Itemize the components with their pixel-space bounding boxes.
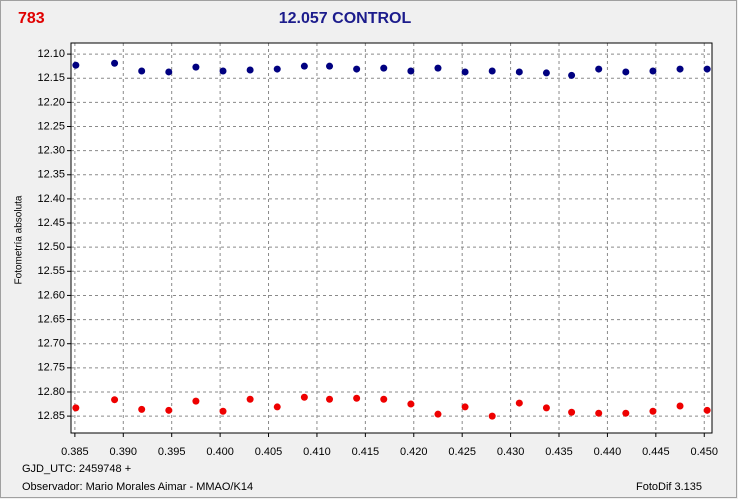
y-tick-label: 12.35	[37, 169, 65, 181]
chart-title: 12.057 CONTROL	[279, 10, 412, 27]
y-tick-label: 12.70	[37, 338, 65, 350]
tag: 783	[18, 10, 45, 27]
x-tick-label: 0.450	[690, 446, 718, 458]
data-point	[676, 402, 684, 410]
y-tick-label: 12.45	[37, 217, 65, 229]
x-tick-label: 0.445	[642, 446, 670, 458]
y-tick-label: 12.30	[37, 145, 65, 157]
data-point	[72, 61, 80, 69]
x-tick-label: 0.420	[400, 446, 428, 458]
y-tick-label: 12.60	[37, 289, 65, 301]
data-point	[703, 65, 711, 73]
x-tick-label: 0.400	[206, 446, 234, 458]
data-point	[649, 407, 657, 415]
data-point	[542, 69, 550, 77]
data-point	[568, 408, 576, 416]
x-tick-label: 0.385	[61, 446, 89, 458]
y-tick-label: 12.10	[37, 48, 65, 60]
data-point	[246, 395, 254, 403]
x-tick-label: 0.395	[158, 446, 186, 458]
data-point	[380, 64, 388, 72]
y-tick-label: 12.25	[37, 120, 65, 132]
y-axis-label: Fotometría absoluta	[14, 195, 25, 284]
plot-area	[71, 43, 712, 433]
y-tick-label: 12.65	[37, 313, 65, 325]
data-point	[273, 403, 281, 411]
y-tick-label: 12.85	[37, 410, 65, 422]
data-point	[595, 409, 603, 417]
data-point	[219, 67, 227, 75]
y-tick-label: 12.40	[37, 193, 65, 205]
data-point	[434, 64, 442, 72]
x-tick-label: 0.390	[110, 446, 138, 458]
data-point	[488, 67, 496, 75]
data-point	[542, 404, 550, 412]
data-point	[192, 397, 200, 405]
y-tick-label: 12.75	[37, 362, 65, 374]
data-point	[622, 409, 630, 417]
data-point	[111, 396, 119, 404]
y-tick-label: 12.20	[37, 96, 65, 108]
data-point	[407, 67, 415, 75]
footer-text: FotoDif 3.135	[636, 481, 702, 493]
data-point	[326, 395, 334, 403]
y-tick-label: 12.15	[37, 72, 65, 84]
plot-border	[70, 42, 713, 434]
data-point	[515, 68, 523, 76]
data-point	[622, 68, 630, 76]
data-point	[326, 62, 334, 70]
data-point	[461, 68, 469, 76]
footer-text: Observador: Mario Morales Aimar - MMAO/K…	[22, 481, 253, 493]
y-tick-label: 12.55	[37, 265, 65, 277]
x-tick-label: 0.440	[594, 446, 622, 458]
y-tick-label: 12.50	[37, 241, 65, 253]
data-point	[138, 67, 146, 75]
data-point	[380, 395, 388, 403]
data-point	[353, 394, 361, 402]
data-point	[515, 399, 523, 407]
data-point	[111, 59, 119, 67]
footer-text: GJD_UTC: 2459748 +	[22, 463, 131, 475]
data-point	[461, 403, 469, 411]
data-point	[165, 68, 173, 76]
data-point	[138, 405, 146, 413]
data-point	[434, 410, 442, 418]
data-point	[165, 406, 173, 414]
x-tick-label: 0.435	[545, 446, 573, 458]
data-point	[407, 400, 415, 408]
data-point	[676, 65, 684, 73]
x-tick-label: 0.425	[448, 446, 476, 458]
data-point	[703, 406, 711, 414]
data-point	[353, 65, 361, 73]
data-point	[649, 67, 657, 75]
data-point	[568, 71, 576, 79]
data-point	[488, 412, 496, 420]
data-point	[595, 65, 603, 73]
data-point	[300, 393, 308, 401]
x-tick-label: 0.430	[497, 446, 525, 458]
data-point	[273, 65, 281, 73]
data-point	[219, 407, 227, 415]
x-tick-label: 0.415	[352, 446, 380, 458]
x-tick-label: 0.405	[255, 446, 283, 458]
data-point	[246, 66, 254, 74]
data-point	[192, 63, 200, 71]
data-point	[72, 404, 80, 412]
y-tick-label: 12.80	[37, 386, 65, 398]
x-tick-label: 0.410	[303, 446, 331, 458]
data-point	[300, 62, 308, 70]
